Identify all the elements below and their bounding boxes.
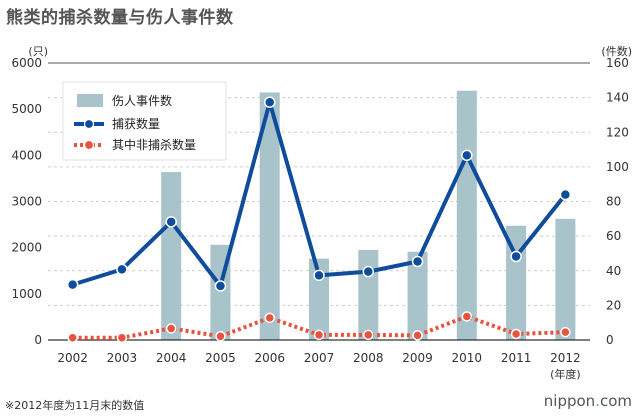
- x-tick-label: 2008: [353, 351, 384, 365]
- bar: [358, 249, 379, 340]
- point-capture: [411, 255, 424, 268]
- right-tick-label: 80: [606, 195, 621, 209]
- x-tick-label: 2009: [402, 351, 433, 365]
- right-tick-label: 20: [606, 298, 621, 312]
- left-tick-label: 0: [34, 333, 42, 347]
- left-tick-label: 3000: [11, 195, 42, 209]
- point-capture: [362, 265, 375, 278]
- left-axis-unit: (只): [28, 45, 48, 58]
- point-capture: [214, 280, 227, 292]
- point-capture: [461, 149, 473, 162]
- right-axis-unit: (件数): [601, 45, 632, 58]
- point-nonkill: [461, 311, 473, 322]
- bar: [407, 251, 428, 340]
- point-capture: [116, 263, 128, 276]
- point-nonkill: [412, 330, 423, 341]
- point-nonkill: [67, 332, 78, 343]
- point-capture: [165, 216, 177, 228]
- left-tick-label: 2000: [11, 241, 42, 255]
- left-tick-label: 6000: [11, 56, 42, 70]
- point-nonkill: [264, 312, 275, 324]
- right-tick-label: 60: [606, 229, 621, 243]
- legend-swatch-point: [83, 139, 95, 151]
- right-tick-label: 120: [606, 125, 629, 139]
- right-tick-label: 40: [606, 264, 621, 278]
- legend-swatch-point: [83, 118, 95, 130]
- right-tick-label: 0: [606, 333, 614, 347]
- x-tick-label: 2011: [501, 351, 532, 365]
- left-tick-label: 1000: [11, 287, 42, 301]
- x-tick-label: 2005: [205, 351, 236, 365]
- point-nonkill: [363, 329, 374, 341]
- point-capture: [66, 278, 79, 291]
- point-nonkill: [116, 332, 128, 343]
- point-nonkill: [313, 329, 325, 341]
- point-nonkill: [560, 326, 571, 338]
- x-tick-label: 2012: [550, 351, 581, 365]
- point-capture: [559, 188, 572, 201]
- left-tick-label: 4000: [11, 148, 42, 162]
- bar: [555, 218, 576, 340]
- brand-dot: .: [595, 392, 600, 410]
- right-tick-label: 160: [606, 56, 629, 70]
- footnote: ※2012年度为11月末的数值: [5, 399, 145, 412]
- bar: [309, 258, 329, 340]
- x-tick-label: 2002: [57, 351, 88, 365]
- x-tick-label: 2007: [304, 351, 335, 365]
- legend-swatch-bar: [77, 94, 103, 107]
- brand-logo: nippon.com: [544, 392, 632, 410]
- bar: [161, 172, 182, 340]
- point-capture: [263, 96, 276, 108]
- point-nonkill: [215, 331, 226, 342]
- x-tick-label: 2004: [156, 351, 187, 365]
- legend-label: 捕获数量: [112, 116, 160, 131]
- brand-pre: nippon: [543, 392, 596, 410]
- x-tick-label: 2010: [452, 351, 483, 365]
- right-tick-label: 140: [606, 91, 629, 105]
- legend-label: 其中非捕杀数量: [112, 137, 196, 152]
- chart-title: 熊类的捕杀数量与伤人事件数: [6, 8, 234, 28]
- left-tick-label: 5000: [11, 102, 42, 116]
- x-axis-year-label: (年度): [550, 367, 581, 381]
- point-capture: [313, 269, 325, 282]
- brand-post: com: [599, 392, 632, 410]
- x-tick-label: 2003: [107, 351, 138, 365]
- point-nonkill: [510, 328, 522, 340]
- bar: [456, 90, 477, 340]
- point-capture: [510, 250, 522, 263]
- right-tick-label: 100: [606, 160, 629, 174]
- bar: [259, 92, 280, 341]
- point-nonkill: [165, 323, 177, 334]
- legend-label: 伤人事件数: [112, 93, 172, 108]
- x-tick-label: 2006: [254, 351, 285, 365]
